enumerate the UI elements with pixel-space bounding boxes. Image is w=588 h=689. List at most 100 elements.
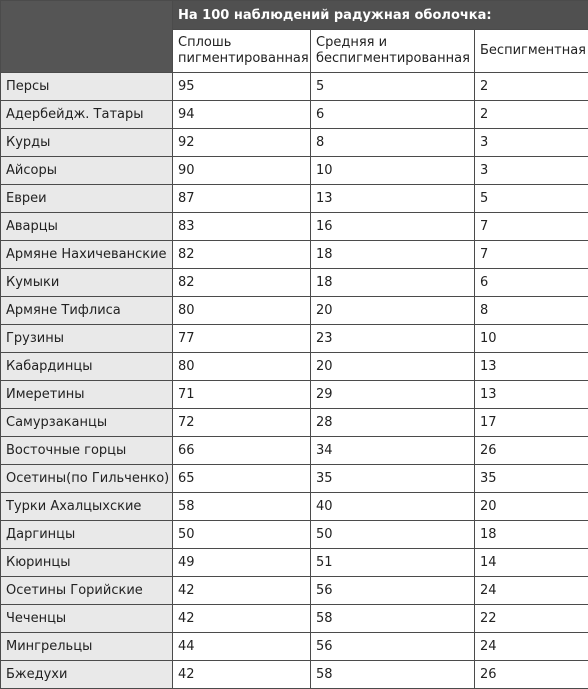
table-cell: 56 <box>310 576 475 605</box>
table-cell: 13 <box>310 184 475 213</box>
table-cell: 42 <box>172 576 311 605</box>
table-row: Кумыки 82 18 6 <box>0 268 588 297</box>
row-label: Чеченцы <box>0 604 173 633</box>
table-cell: 90 <box>172 156 311 185</box>
table-cell: 22 <box>474 604 588 633</box>
table-row: Восточные горцы 66 34 26 <box>0 436 588 465</box>
table-cell: 65 <box>172 464 311 493</box>
table-cell: 6 <box>474 268 588 297</box>
row-label: Самурзаканцы <box>0 408 173 437</box>
table-cell: 10 <box>474 324 588 353</box>
table-row: Турки Ахалцыхские 58 40 20 <box>0 492 588 521</box>
table-cell: 82 <box>172 268 311 297</box>
row-label: Айсоры <box>0 156 173 185</box>
table-cell: 28 <box>310 408 475 437</box>
table-cell: 42 <box>172 660 311 689</box>
table-row: Адербейдж. Татары 94 6 2 <box>0 100 588 129</box>
table-cell: 58 <box>310 604 475 633</box>
table-cell: 51 <box>310 548 475 577</box>
table-cell: 7 <box>474 212 588 241</box>
table-cell: 40 <box>310 492 475 521</box>
table-row: Кюринцы 49 51 14 <box>0 548 588 577</box>
column-header-solid-pigmented: Сплошь пигментированная <box>172 29 311 73</box>
table-row: Даргинцы 50 50 18 <box>0 520 588 549</box>
table-row: Бжедухи 42 58 26 <box>0 660 588 689</box>
table-row: Имеретины 71 29 13 <box>0 380 588 409</box>
row-label: Даргинцы <box>0 520 173 549</box>
table-cell: 6 <box>310 100 475 129</box>
table-cell: 7 <box>474 240 588 269</box>
table-cell: 83 <box>172 212 311 241</box>
table-cell: 58 <box>172 492 311 521</box>
table-row: Кабардинцы 80 20 13 <box>0 352 588 381</box>
row-label: Армяне Тифлиса <box>0 296 173 325</box>
table-cell: 95 <box>172 72 311 101</box>
group-header: На 100 наблюдений радужная оболочка: <box>172 0 588 30</box>
table-cell: 2 <box>474 72 588 101</box>
table-cell: 20 <box>474 492 588 521</box>
table-cell: 94 <box>172 100 311 129</box>
row-label: Имеретины <box>0 380 173 409</box>
table-cell: 20 <box>310 352 475 381</box>
table-row: Персы 95 5 2 <box>0 72 588 101</box>
table-cell: 26 <box>474 660 588 689</box>
table-cell: 13 <box>474 352 588 381</box>
table-cell: 14 <box>474 548 588 577</box>
column-header-unpigmented: Беспигментная <box>474 29 588 73</box>
table-cell: 87 <box>172 184 311 213</box>
row-label: Курды <box>0 128 173 157</box>
table-cell: 20 <box>310 296 475 325</box>
table-cell: 2 <box>474 100 588 129</box>
table-cell: 5 <box>474 184 588 213</box>
table-cell: 18 <box>474 520 588 549</box>
row-label: Восточные горцы <box>0 436 173 465</box>
table-cell: 71 <box>172 380 311 409</box>
table-cell: 42 <box>172 604 311 633</box>
table-cell: 56 <box>310 632 475 661</box>
table-cell: 34 <box>310 436 475 465</box>
row-label: Бжедухи <box>0 660 173 689</box>
table-cell: 66 <box>172 436 311 465</box>
row-label: Осетины Горийские <box>0 576 173 605</box>
row-label: Осетины(по Гильченко) <box>0 464 173 493</box>
row-label: Турки Ахалцыхские <box>0 492 173 521</box>
row-label: Грузины <box>0 324 173 353</box>
table-row: Осетины(по Гильченко) 65 35 35 <box>0 464 588 493</box>
row-label: Кумыки <box>0 268 173 297</box>
table-cell: 24 <box>474 632 588 661</box>
table-cell: 3 <box>474 156 588 185</box>
table-cell: 50 <box>172 520 311 549</box>
table-cell: 17 <box>474 408 588 437</box>
table-cell: 80 <box>172 296 311 325</box>
table-cell: 50 <box>310 520 475 549</box>
table-cell: 77 <box>172 324 311 353</box>
table-row: Евреи 87 13 5 <box>0 184 588 213</box>
table-cell: 5 <box>310 72 475 101</box>
table-cell: 24 <box>474 576 588 605</box>
table-row: Аварцы 83 16 7 <box>0 212 588 241</box>
table-cell: 8 <box>474 296 588 325</box>
row-label: Адербейдж. Татары <box>0 100 173 129</box>
table-cell: 29 <box>310 380 475 409</box>
table-row: Армяне Тифлиса 80 20 8 <box>0 296 588 325</box>
table-row: Мингрельцы 44 56 24 <box>0 632 588 661</box>
table-cell: 10 <box>310 156 475 185</box>
table-row: Чеченцы 42 58 22 <box>0 604 588 633</box>
table-cell: 16 <box>310 212 475 241</box>
table-cell: 49 <box>172 548 311 577</box>
row-label: Мингрельцы <box>0 632 173 661</box>
table-cell: 92 <box>172 128 311 157</box>
column-header-medium-unpigmented: Средняя и беспигментированная <box>310 29 475 73</box>
table-cell: 18 <box>310 268 475 297</box>
row-label: Персы <box>0 72 173 101</box>
table-row: Самурзаканцы 72 28 17 <box>0 408 588 437</box>
table-cell: 18 <box>310 240 475 269</box>
table-row: Осетины Горийские 42 56 24 <box>0 576 588 605</box>
table-cell: 72 <box>172 408 311 437</box>
table-row: Армяне Нахичеванские 82 18 7 <box>0 240 588 269</box>
table-row: Грузины 77 23 10 <box>0 324 588 353</box>
table-row: Айсоры 90 10 3 <box>0 156 588 185</box>
table-cell: 13 <box>474 380 588 409</box>
row-label: Кюринцы <box>0 548 173 577</box>
